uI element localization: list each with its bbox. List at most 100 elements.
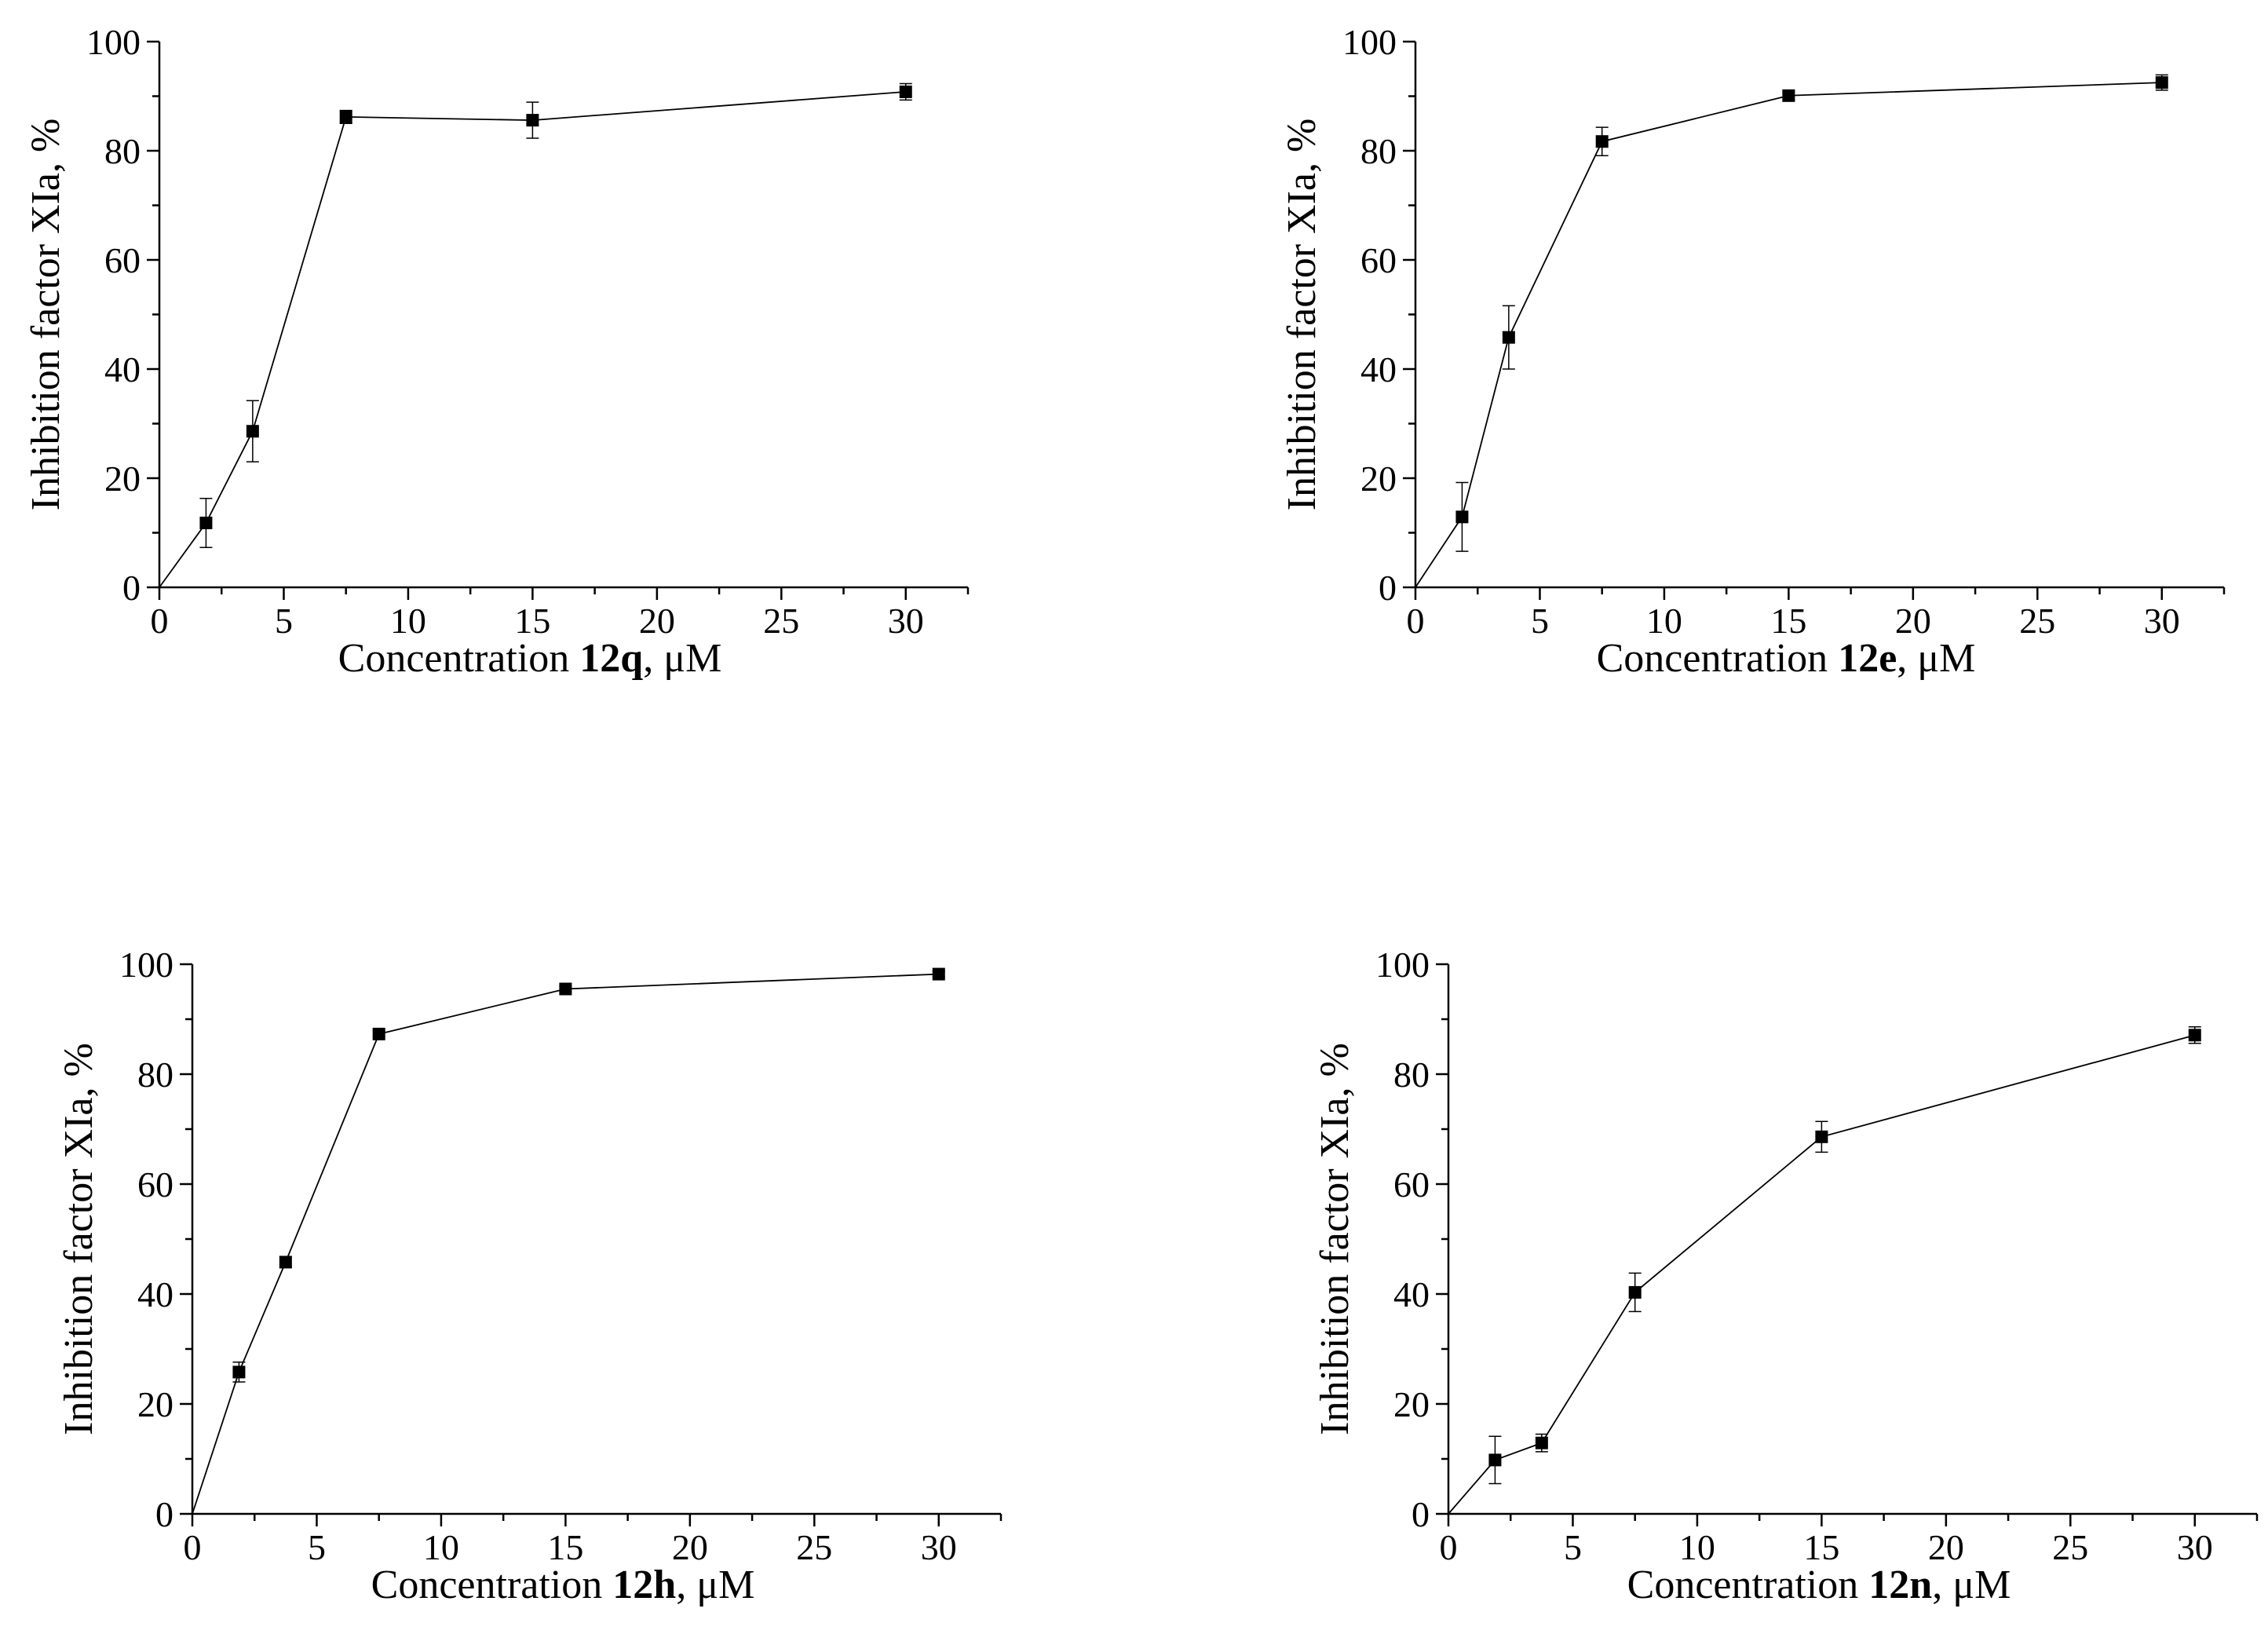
y-tick-label: 100 — [119, 945, 173, 985]
y-tick-label: 0 — [155, 1494, 173, 1534]
x-axis-title-suffix: , μM — [676, 1563, 754, 1607]
y-tick-label: 0 — [1379, 568, 1397, 608]
x-axis-title-prefix: Concentration — [338, 636, 580, 681]
data-point — [372, 1027, 385, 1040]
x-axis-title-prefix: Concentration — [371, 1563, 613, 1607]
x-tick-label: 5 — [275, 601, 293, 641]
x-tick-label: 0 — [151, 601, 169, 641]
data-point — [199, 516, 213, 529]
data-point — [279, 1256, 292, 1269]
x-tick-label: 30 — [2177, 1527, 2213, 1567]
series-line-12q — [159, 91, 906, 588]
y-tick-label: 80 — [1393, 1055, 1430, 1095]
data-point — [1595, 135, 1609, 148]
chart-panel-12q: 0 5 10 15 20 25 30 0 20 40 60 80 100 Concentration 12… — [24, 22, 970, 681]
y-axis-title: Inhibition factor XIa, % — [1280, 119, 1324, 511]
x-tick-label: 30 — [2144, 601, 2180, 641]
y-tick-label: 20 — [104, 459, 141, 499]
data-point — [1488, 1453, 1502, 1467]
x-tick-label: 5 — [1564, 1527, 1582, 1567]
x-tick-label: 25 — [763, 601, 799, 641]
x-tick-label: 20 — [639, 601, 675, 641]
x-axis-title-compound: 12h — [612, 1563, 676, 1607]
data-point — [1502, 331, 1515, 344]
data-point — [899, 85, 912, 98]
data-point — [526, 114, 539, 127]
y-tick-label: 40 — [104, 349, 141, 389]
x-tick-label: 15 — [1803, 1527, 1839, 1567]
y-tick-label: 80 — [137, 1055, 173, 1095]
y-axis-title: Inhibition factor XIa, % — [57, 1043, 101, 1435]
x-axis-title-suffix: , μM — [643, 636, 721, 681]
y-tick-label: 40 — [137, 1274, 173, 1314]
x-tick-label: 10 — [1646, 601, 1682, 641]
y-tick-label: 20 — [1393, 1384, 1430, 1424]
data-point — [1455, 510, 1469, 524]
y-tick-label: 100 — [86, 22, 141, 62]
x-axis-title-compound: 12e — [1838, 636, 1897, 681]
series-line-12n — [1448, 1034, 2196, 1515]
x-axis-title-compound: 12q — [579, 636, 643, 681]
y-tick-label: 80 — [104, 131, 141, 171]
x-tick-label: 0 — [1440, 1527, 1458, 1567]
data-point — [1815, 1130, 1828, 1143]
x-tick-label: 20 — [1928, 1527, 1964, 1567]
data-point — [339, 110, 352, 123]
x-tick-label: 30 — [888, 601, 924, 641]
y-tick-label: 20 — [1360, 459, 1397, 499]
x-tick-label: 5 — [308, 1527, 326, 1567]
x-tick-label: 30 — [921, 1527, 957, 1567]
x-tick-label: 25 — [2052, 1527, 2088, 1567]
data-point — [1782, 89, 1795, 102]
x-axis-title-compound: 12n — [1868, 1563, 1932, 1607]
x-tick-label: 10 — [1679, 1527, 1715, 1567]
y-tick-label: 60 — [137, 1164, 173, 1204]
x-axis-title-suffix: , μM — [1932, 1563, 2011, 1607]
y-tick-label: 60 — [1360, 240, 1397, 280]
data-point — [2188, 1029, 2201, 1042]
x-tick-label: 25 — [2019, 601, 2055, 641]
x-tick-label: 25 — [796, 1527, 832, 1567]
chart-panel-12n: 0 5 10 15 20 25 30 0 20 40 60 80 100 Concentration 12… — [1313, 945, 2259, 1607]
chart-panel-12e: 0 5 10 15 20 25 30 0 20 40 60 80 100 Concentration 12… — [1280, 22, 2226, 681]
y-tick-label: 20 — [137, 1384, 173, 1424]
y-axis-title: Inhibition factor XIa, % — [24, 119, 68, 511]
x-tick-label: 20 — [672, 1527, 708, 1567]
y-tick-label: 100 — [1342, 22, 1397, 62]
data-point — [232, 1365, 246, 1379]
x-axis-title: Concentration 12h, μM — [371, 1563, 755, 1607]
x-tick-label: 15 — [1770, 601, 1806, 641]
x-axis-title-prefix: Concentration — [1627, 1563, 1869, 1607]
x-tick-label: 10 — [423, 1527, 459, 1567]
data-point — [1535, 1436, 1548, 1449]
y-tick-label: 80 — [1360, 131, 1397, 171]
x-axis-title: Concentration 12e, μM — [1597, 636, 1976, 681]
data-point — [559, 982, 572, 996]
y-tick-label: 0 — [1412, 1494, 1430, 1534]
y-axis-title: Inhibition factor XIa, % — [1313, 1043, 1357, 1435]
x-axis-title: Concentration 12q, μM — [338, 636, 722, 681]
x-tick-label: 5 — [1531, 601, 1549, 641]
y-tick-label: 0 — [122, 568, 141, 608]
x-tick-label: 20 — [1895, 601, 1931, 641]
x-axis-title-suffix: , μM — [1897, 636, 1975, 681]
series-line-12e — [1415, 82, 2162, 588]
x-tick-label: 15 — [514, 601, 550, 641]
y-tick-label: 60 — [104, 240, 141, 280]
data-point — [1628, 1285, 1642, 1299]
x-tick-label: 10 — [390, 601, 426, 641]
x-tick-label: 15 — [547, 1527, 583, 1567]
x-axis-title: Concentration 12n, μM — [1627, 1563, 2011, 1607]
data-point — [932, 967, 945, 981]
data-point — [246, 425, 259, 438]
x-tick-label: 0 — [1407, 601, 1425, 641]
chart-panel-12h: 0 5 10 15 20 25 30 0 20 40 60 80 100 Concentration 12… — [57, 945, 1003, 1607]
y-tick-label: 100 — [1375, 945, 1430, 985]
x-axis-title-prefix: Concentration — [1597, 636, 1839, 681]
y-tick-label: 40 — [1393, 1274, 1430, 1314]
y-tick-label: 60 — [1393, 1164, 1430, 1204]
data-point — [2155, 76, 2168, 90]
y-tick-label: 40 — [1360, 349, 1397, 389]
x-tick-label: 0 — [184, 1527, 202, 1567]
